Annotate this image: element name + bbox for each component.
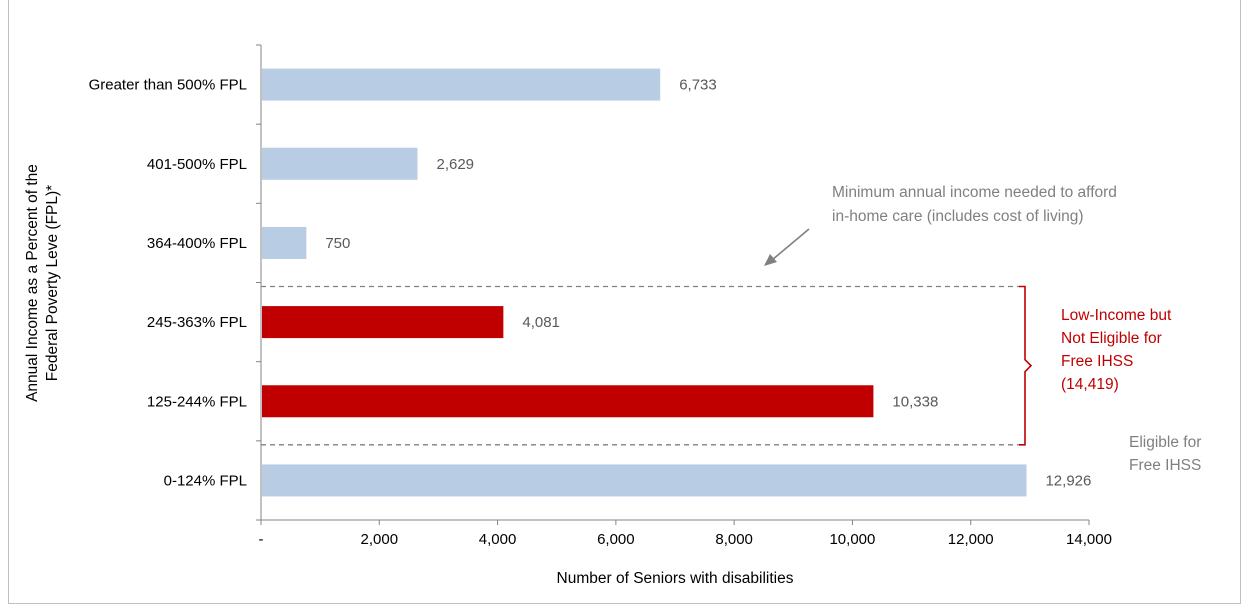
x-axis-title: Number of Seniors with disabilities (557, 570, 794, 587)
bars (262, 68, 1027, 497)
low-income-group-line: Free IHSS (1061, 353, 1133, 370)
category-label: 401-500% FPL (147, 156, 247, 173)
labels: Greater than 500% FPL 6,733 401-500% FPL 2,… (89, 77, 1092, 490)
eligible-group-line: Eligible for (1129, 434, 1201, 451)
threshold-note-line: in-home care (includes cost of living) (832, 208, 1084, 225)
low-income-group-line: Low-Income but (1061, 307, 1172, 324)
data-label: 10,338 (892, 393, 938, 410)
eligible-group-label: Eligible for Free IHSS (1129, 434, 1201, 474)
category-label: 0-124% FPL (164, 472, 247, 489)
bar (262, 68, 661, 101)
arrow-head (764, 254, 777, 266)
data-label: 750 (325, 235, 350, 252)
y-axis-title: Annual Income as a Percent of the Federal… (24, 164, 61, 402)
category-label: 364-400% FPL (147, 235, 247, 252)
threshold-note-line: Minimum annual income needed to afford (832, 184, 1117, 201)
x-tick-label: 8,000 (715, 531, 753, 548)
group-brace (1019, 285, 1033, 446)
x-tick-label: 2,000 (361, 531, 399, 548)
x-tick-label: - (259, 531, 264, 548)
category-label: Greater than 500% FPL (89, 77, 247, 94)
arrow-line (771, 228, 810, 261)
data-label: 6,733 (679, 77, 717, 94)
y-axis-title-line: Annual Income as a Percent of the (24, 164, 41, 402)
data-label: 2,629 (436, 156, 474, 173)
x-tick-label: 6,000 (597, 531, 635, 548)
data-label: 4,081 (522, 314, 560, 331)
bar (262, 306, 504, 339)
low-income-group-label: Low-Income but Not Eligible for Free IHSS (… (1061, 307, 1172, 393)
y-axis-title-line: Federal Poverty Leve (FPL)* (44, 185, 61, 381)
bar (262, 226, 307, 259)
eligible-group-line: Free IHSS (1129, 457, 1201, 474)
low-income-group-line: Not Eligible for (1061, 330, 1162, 347)
category-label: 245-363% FPL (147, 314, 247, 331)
axes: - 2,000 4,000 6,000 8,000 10,000 12,000 14,000 N… (24, 44, 1112, 587)
data-label: 12,926 (1045, 472, 1091, 489)
annotations: Minimum annual income needed to afford in… (261, 184, 1201, 474)
bar (262, 464, 1027, 497)
threshold-note: Minimum annual income needed to afford in… (832, 184, 1117, 225)
low-income-group-line: (14,419) (1061, 376, 1119, 393)
bar (262, 385, 874, 418)
bar-chart: - 2,000 4,000 6,000 8,000 10,000 12,000 14,000 N… (24, 44, 1201, 587)
x-tick-label: 14,000 (1066, 531, 1112, 548)
x-tick-label: 4,000 (479, 531, 517, 548)
category-label: 125-244% FPL (147, 393, 247, 410)
x-tick-label: 12,000 (948, 531, 994, 548)
chart-frame: - 2,000 4,000 6,000 8,000 10,000 12,000 14,000 N… (8, 0, 1241, 604)
bar (262, 147, 418, 180)
x-tick-label: 10,000 (829, 531, 875, 548)
